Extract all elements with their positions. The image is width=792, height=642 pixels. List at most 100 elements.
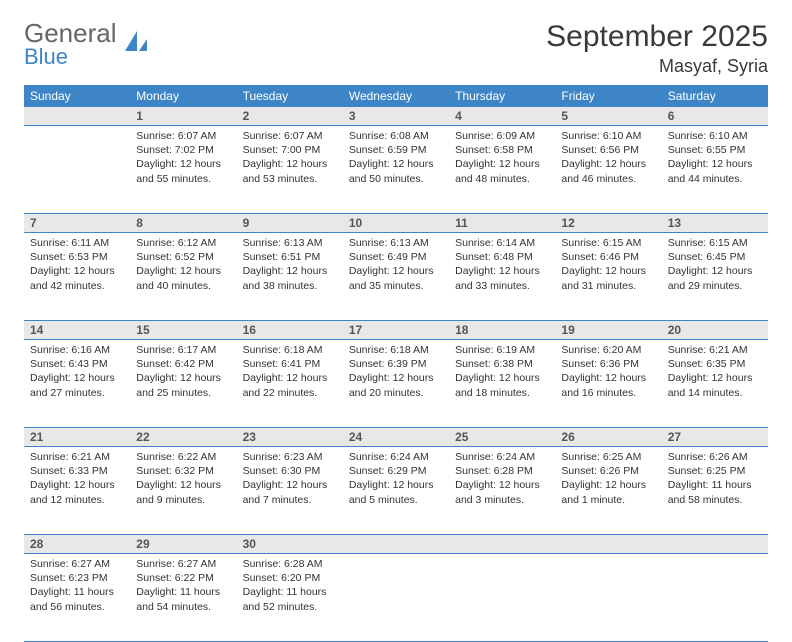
- sunset-line: Sunset: 6:53 PM: [30, 250, 124, 264]
- month-title: September 2025: [546, 20, 768, 54]
- day-number-cell: 4: [449, 107, 555, 126]
- daylight-line: Daylight: 12 hours and 12 minutes.: [30, 478, 124, 506]
- sunrise-line: Sunrise: 6:07 AM: [136, 129, 230, 143]
- day-details: Sunrise: 6:16 AMSunset: 6:43 PMDaylight:…: [24, 340, 130, 406]
- sunrise-line: Sunrise: 6:18 AM: [243, 343, 337, 357]
- day-details: Sunrise: 6:10 AMSunset: 6:55 PMDaylight:…: [662, 126, 768, 192]
- sunrise-line: Sunrise: 6:26 AM: [668, 450, 762, 464]
- sunrise-line: Sunrise: 6:20 AM: [561, 343, 655, 357]
- sunrise-line: Sunrise: 6:22 AM: [136, 450, 230, 464]
- day-cell: Sunrise: 6:23 AMSunset: 6:30 PMDaylight:…: [237, 447, 343, 535]
- sunrise-line: Sunrise: 6:10 AM: [668, 129, 762, 143]
- day-cell: Sunrise: 6:19 AMSunset: 6:38 PMDaylight:…: [449, 340, 555, 428]
- day-number: 1: [130, 107, 236, 125]
- day-cell: Sunrise: 6:11 AMSunset: 6:53 PMDaylight:…: [24, 233, 130, 321]
- weekday-header: Saturday: [662, 85, 768, 107]
- day-number-cell: 24: [343, 428, 449, 447]
- day-cell: Sunrise: 6:16 AMSunset: 6:43 PMDaylight:…: [24, 340, 130, 428]
- location: Masyaf, Syria: [546, 56, 768, 77]
- sunset-line: Sunset: 6:38 PM: [455, 357, 549, 371]
- week-row: Sunrise: 6:27 AMSunset: 6:23 PMDaylight:…: [24, 554, 768, 642]
- week-row: Sunrise: 6:21 AMSunset: 6:33 PMDaylight:…: [24, 447, 768, 535]
- day-details: Sunrise: 6:07 AMSunset: 7:02 PMDaylight:…: [130, 126, 236, 192]
- day-number-cell: 28: [24, 535, 130, 554]
- sail-icon: [123, 29, 149, 60]
- sunrise-line: Sunrise: 6:17 AM: [136, 343, 230, 357]
- sunrise-line: Sunrise: 6:14 AM: [455, 236, 549, 250]
- day-number-cell: 1: [130, 107, 236, 126]
- daylight-line: Daylight: 12 hours and 18 minutes.: [455, 371, 549, 399]
- sunset-line: Sunset: 6:59 PM: [349, 143, 443, 157]
- day-number: 14: [24, 321, 130, 339]
- sunrise-line: Sunrise: 6:24 AM: [349, 450, 443, 464]
- daylight-line: Daylight: 12 hours and 44 minutes.: [668, 157, 762, 185]
- daylight-line: Daylight: 11 hours and 56 minutes.: [30, 585, 124, 613]
- sunrise-line: Sunrise: 6:12 AM: [136, 236, 230, 250]
- day-details: Sunrise: 6:24 AMSunset: 6:28 PMDaylight:…: [449, 447, 555, 513]
- day-cell: Sunrise: 6:25 AMSunset: 6:26 PMDaylight:…: [555, 447, 661, 535]
- day-details: Sunrise: 6:27 AMSunset: 6:22 PMDaylight:…: [130, 554, 236, 620]
- day-cell: Sunrise: 6:18 AMSunset: 6:39 PMDaylight:…: [343, 340, 449, 428]
- day-number: 17: [343, 321, 449, 339]
- sunset-line: Sunset: 7:02 PM: [136, 143, 230, 157]
- daylight-line: Daylight: 12 hours and 35 minutes.: [349, 264, 443, 292]
- sunrise-line: Sunrise: 6:21 AM: [668, 343, 762, 357]
- sunset-line: Sunset: 6:36 PM: [561, 357, 655, 371]
- day-number-cell: 20: [662, 321, 768, 340]
- daylight-line: Daylight: 12 hours and 38 minutes.: [243, 264, 337, 292]
- day-details: Sunrise: 6:26 AMSunset: 6:25 PMDaylight:…: [662, 447, 768, 513]
- sunrise-line: Sunrise: 6:07 AM: [243, 129, 337, 143]
- daylight-line: Daylight: 12 hours and 1 minute.: [561, 478, 655, 506]
- sunrise-line: Sunrise: 6:08 AM: [349, 129, 443, 143]
- day-details: Sunrise: 6:08 AMSunset: 6:59 PMDaylight:…: [343, 126, 449, 192]
- day-details: Sunrise: 6:13 AMSunset: 6:49 PMDaylight:…: [343, 233, 449, 299]
- sunrise-line: Sunrise: 6:28 AM: [243, 557, 337, 571]
- daylight-line: Daylight: 12 hours and 25 minutes.: [136, 371, 230, 399]
- weekday-header: Tuesday: [237, 85, 343, 107]
- sunrise-line: Sunrise: 6:18 AM: [349, 343, 443, 357]
- day-cell: Sunrise: 6:22 AMSunset: 6:32 PMDaylight:…: [130, 447, 236, 535]
- day-details: Sunrise: 6:28 AMSunset: 6:20 PMDaylight:…: [237, 554, 343, 620]
- sunset-line: Sunset: 6:39 PM: [349, 357, 443, 371]
- logo-word2: Blue: [24, 46, 117, 68]
- day-number-cell: 18: [449, 321, 555, 340]
- day-number: 3: [343, 107, 449, 125]
- logo-text: GeneralBlue: [24, 20, 117, 68]
- sunrise-line: Sunrise: 6:23 AM: [243, 450, 337, 464]
- sunrise-line: Sunrise: 6:19 AM: [455, 343, 549, 357]
- day-number-cell: 14: [24, 321, 130, 340]
- day-number-cell: 25: [449, 428, 555, 447]
- sunrise-line: Sunrise: 6:25 AM: [561, 450, 655, 464]
- sunset-line: Sunset: 6:56 PM: [561, 143, 655, 157]
- daylight-line: Daylight: 12 hours and 7 minutes.: [243, 478, 337, 506]
- weekday-header: Thursday: [449, 85, 555, 107]
- sunset-line: Sunset: 6:41 PM: [243, 357, 337, 371]
- weekday-header: Sunday: [24, 85, 130, 107]
- sunset-line: Sunset: 6:32 PM: [136, 464, 230, 478]
- day-number: 22: [130, 428, 236, 446]
- day-details: Sunrise: 6:15 AMSunset: 6:46 PMDaylight:…: [555, 233, 661, 299]
- empty-cell: [555, 535, 661, 554]
- daylight-line: Daylight: 12 hours and 40 minutes.: [136, 264, 230, 292]
- day-number-cell: 23: [237, 428, 343, 447]
- day-number: 7: [24, 214, 130, 232]
- sunrise-line: Sunrise: 6:13 AM: [349, 236, 443, 250]
- day-cell: Sunrise: 6:28 AMSunset: 6:20 PMDaylight:…: [237, 554, 343, 642]
- day-number: 27: [662, 428, 768, 446]
- day-details: Sunrise: 6:23 AMSunset: 6:30 PMDaylight:…: [237, 447, 343, 513]
- day-cell: Sunrise: 6:24 AMSunset: 6:28 PMDaylight:…: [449, 447, 555, 535]
- day-details: Sunrise: 6:18 AMSunset: 6:39 PMDaylight:…: [343, 340, 449, 406]
- day-number: 28: [24, 535, 130, 553]
- sunrise-line: Sunrise: 6:24 AM: [455, 450, 549, 464]
- sunrise-line: Sunrise: 6:16 AM: [30, 343, 124, 357]
- week-row: Sunrise: 6:07 AMSunset: 7:02 PMDaylight:…: [24, 126, 768, 214]
- logo: GeneralBlue: [24, 20, 149, 68]
- day-cell: Sunrise: 6:15 AMSunset: 6:45 PMDaylight:…: [662, 233, 768, 321]
- day-details: Sunrise: 6:15 AMSunset: 6:45 PMDaylight:…: [662, 233, 768, 299]
- day-cell: Sunrise: 6:13 AMSunset: 6:49 PMDaylight:…: [343, 233, 449, 321]
- day-number: 26: [555, 428, 661, 446]
- sunset-line: Sunset: 6:20 PM: [243, 571, 337, 585]
- day-cell: Sunrise: 6:21 AMSunset: 6:35 PMDaylight:…: [662, 340, 768, 428]
- day-number: 21: [24, 428, 130, 446]
- day-details: Sunrise: 6:19 AMSunset: 6:38 PMDaylight:…: [449, 340, 555, 406]
